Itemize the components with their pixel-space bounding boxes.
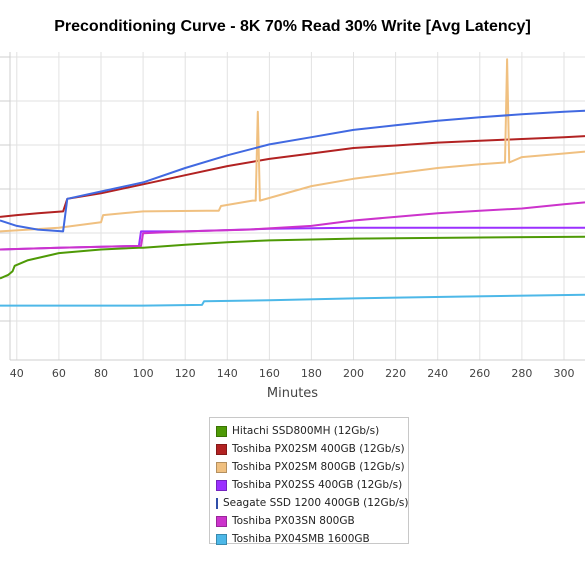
x-tick-label: 100: [133, 367, 154, 380]
legend-item: Toshiba PX02SM 400GB (12Gb/s): [216, 440, 408, 458]
legend-label: Toshiba PX02SM 800GB (12Gb/s): [232, 461, 405, 473]
legend-label: Hitachi SSD800MH (12Gb/s): [232, 425, 380, 437]
x-tick-label: 180: [301, 367, 322, 380]
x-tick-labels: 40 60 80 100 120 140 160 180 200 220 240 260 280 300: [10, 367, 575, 380]
legend-item: Toshiba PX02SS 400GB (12Gb/s): [216, 476, 408, 494]
chart-title: Preconditioning Curve - 8K 70% Read 30% …: [54, 18, 531, 35]
x-tick-label: 60: [52, 367, 66, 380]
x-tick-label: 300: [554, 367, 575, 380]
legend-label: Toshiba PX04SMB 1600GB: [232, 533, 370, 545]
x-tick-label: 280: [511, 367, 532, 380]
series-line-3: [0, 58, 585, 233]
legend-item: Toshiba PX02SM 800GB (12Gb/s): [216, 458, 408, 476]
x-tick-label: 260: [469, 367, 490, 380]
x-tick-label: 160: [259, 367, 280, 380]
legend-item: Seagate SSD 1200 400GB (12Gb/s): [216, 494, 408, 512]
legend-label: Toshiba PX02SS 400GB (12Gb/s): [232, 479, 403, 491]
x-tick-label: 120: [175, 367, 196, 380]
legend-swatch: [216, 533, 227, 545]
x-tick-label: 240: [427, 367, 448, 380]
x-tick-label: 220: [385, 367, 406, 380]
x-tick-label: 40: [10, 367, 24, 380]
series-lines: [0, 58, 585, 307]
legend-swatch: [216, 443, 227, 455]
series-line-1: [0, 235, 585, 280]
series-line-7: [0, 293, 585, 307]
x-tick-label: 140: [217, 367, 238, 380]
legend-label: Toshiba PX03SN 800GB: [232, 515, 355, 527]
legend-item: Toshiba PX04SMB 1600GB: [216, 530, 408, 548]
grid-lines: [0, 52, 585, 361]
series-line-2: [0, 135, 585, 218]
legend-swatch: [216, 461, 227, 473]
legend-swatch: [216, 515, 227, 527]
legend-label: Seagate SSD 1200 400GB (12Gb/s): [223, 497, 409, 509]
legend-swatch: [216, 497, 218, 509]
x-tick-label: 200: [343, 367, 364, 380]
series-line-6: [0, 201, 585, 251]
series-line-5: [0, 109, 585, 233]
legend-item: Hitachi SSD800MH (12Gb/s): [216, 422, 408, 440]
legend: Hitachi SSD800MH (12Gb/s) Toshiba PX02SM …: [209, 417, 409, 545]
legend-item: Toshiba PX03SN 800GB: [216, 512, 408, 530]
legend-swatch: [216, 425, 227, 437]
x-tick-label: 80: [94, 367, 108, 380]
legend-label: Toshiba PX02SM 400GB (12Gb/s): [232, 443, 405, 455]
x-axis-label: Minutes: [266, 386, 319, 401]
legend-swatch: [216, 479, 227, 491]
